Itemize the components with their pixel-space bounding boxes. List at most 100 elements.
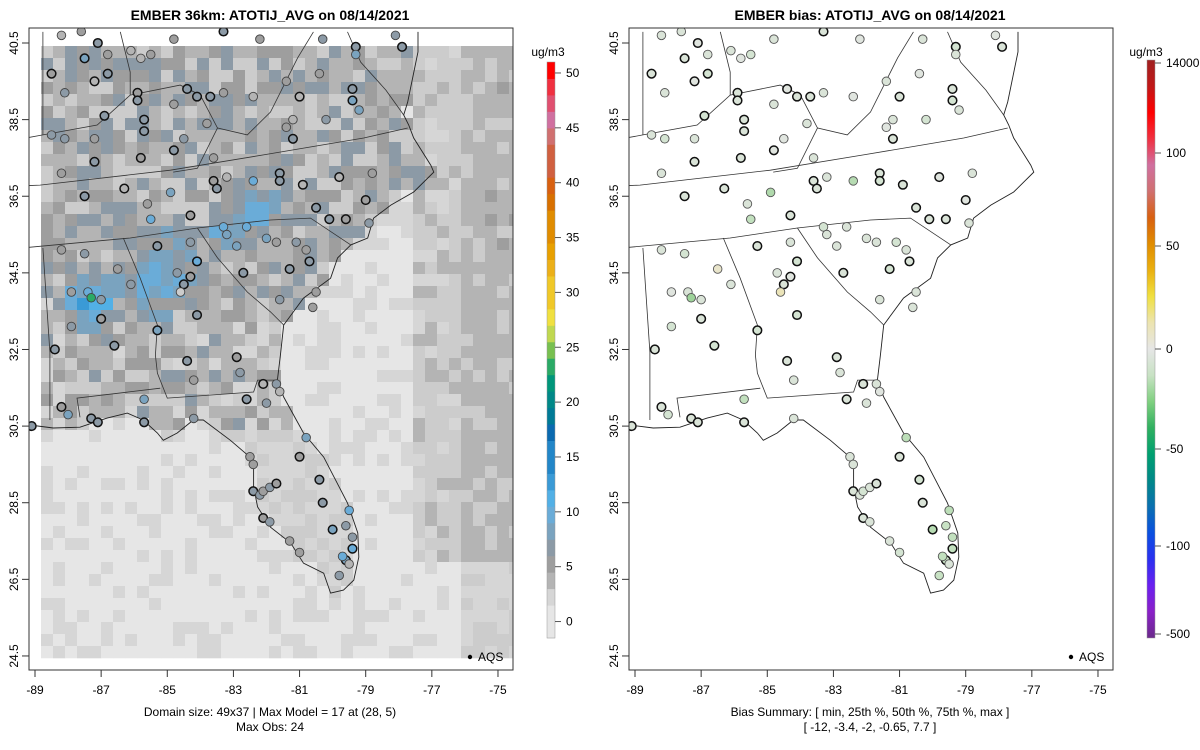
grid-cell: [389, 574, 402, 587]
grid-cell: [389, 106, 402, 119]
obs-site-point: [317, 497, 328, 508]
grid-cell: [113, 418, 126, 431]
bias-site-point: [891, 237, 902, 247]
grid-cell: [305, 502, 318, 515]
grid-cell: [233, 118, 246, 131]
grid-cell: [77, 94, 90, 107]
grid-cell: [77, 274, 90, 287]
grid-cell: [425, 478, 438, 491]
grid-cell: [269, 274, 282, 287]
bias-site-point: [934, 570, 944, 581]
grid-cell: [245, 358, 258, 371]
grid-cell: [365, 622, 378, 635]
grid-cell: [377, 526, 390, 539]
grid-cell: [161, 298, 174, 311]
grid-cell: [65, 226, 78, 239]
grid-cell: [341, 298, 354, 311]
obs-site-point: [89, 76, 100, 87]
grid-cell: [401, 610, 414, 623]
grid-cell: [473, 58, 486, 71]
grid-cell: [197, 394, 210, 407]
grid-cell: [317, 178, 330, 191]
grid-cell: [257, 334, 270, 347]
grid-cell: [497, 358, 510, 371]
obs-site-point: [126, 279, 136, 290]
colorbar-bin: [547, 259, 555, 277]
grid-cell: [401, 574, 414, 587]
colorbar-bin: [547, 243, 555, 260]
grid-cell: [317, 358, 330, 371]
grid-cell: [77, 598, 90, 611]
grid-cell: [89, 622, 102, 635]
grid-cell: [473, 346, 486, 359]
grid-cell: [293, 262, 306, 275]
grid-cell: [437, 586, 450, 599]
obs-site-point: [248, 176, 259, 186]
grid-cell: [221, 454, 234, 467]
grid-cell: [341, 430, 354, 443]
grid-cell: [41, 466, 54, 479]
state-boundary: [642, 247, 651, 420]
grid-cell: [185, 454, 198, 467]
obs-site-point: [241, 394, 252, 405]
grid-cell: [221, 514, 234, 527]
grid-cell: [329, 118, 342, 131]
grid-cell: [161, 538, 174, 551]
grid-cell: [509, 286, 513, 299]
grid-cell: [449, 574, 462, 587]
grid-cell: [53, 646, 66, 659]
grid-cell: [185, 178, 198, 191]
grid-cell: [461, 478, 474, 491]
bias-site-point: [646, 68, 657, 79]
colorbar-bin: [547, 94, 555, 112]
grid-cell: [353, 622, 366, 635]
grid-cell: [449, 274, 462, 287]
grid-cell: [485, 142, 498, 155]
grid-cell: [233, 622, 246, 635]
grid-cell: [317, 442, 330, 455]
obs-site-point: [126, 45, 136, 56]
grid-cell: [161, 334, 174, 347]
grid-cell: [485, 550, 498, 563]
grid-cell: [197, 646, 210, 659]
grid-cell: [341, 106, 354, 119]
grid-cell: [149, 226, 162, 239]
grid-cell: [245, 286, 258, 299]
grid-cell: [485, 310, 498, 323]
grid-cell: [485, 94, 498, 107]
grid-cell: [353, 214, 366, 227]
grid-cell: [173, 214, 186, 227]
grid-cell: [413, 154, 426, 167]
grid-cell: [197, 634, 210, 647]
bias-site-point: [831, 352, 842, 363]
grid-cell: [401, 346, 414, 359]
grid-cell: [449, 214, 462, 227]
grid-cell: [65, 334, 78, 347]
grid-cell: [245, 322, 258, 335]
grid-cell: [41, 394, 54, 407]
grid-cell: [365, 346, 378, 359]
grid-cell: [437, 262, 450, 275]
grid-cell: [209, 262, 222, 275]
colorbar-tick-label: 35: [566, 231, 580, 245]
grid-cell: [233, 646, 246, 659]
grid-cell: [473, 550, 486, 563]
grid-cell: [113, 610, 126, 623]
obs-site-point: [308, 302, 318, 313]
grid-cell: [305, 646, 318, 659]
grid-cell: [101, 154, 114, 167]
grid-cell: [305, 538, 318, 551]
state-boundary: [629, 217, 952, 248]
grid-cell: [197, 490, 210, 503]
grid-cell: [89, 490, 102, 503]
grid-cell: [65, 610, 78, 623]
grid-cell: [113, 274, 126, 287]
grid-cell: [401, 634, 414, 647]
grid-cell: [113, 214, 126, 227]
grid-cell: [113, 370, 126, 383]
caption-max-obs: Max Obs: 24: [236, 720, 304, 734]
grid-cell: [89, 178, 102, 191]
grid-cell: [269, 430, 282, 443]
obs-site-point: [60, 134, 70, 144]
grid-cell: [485, 298, 498, 311]
